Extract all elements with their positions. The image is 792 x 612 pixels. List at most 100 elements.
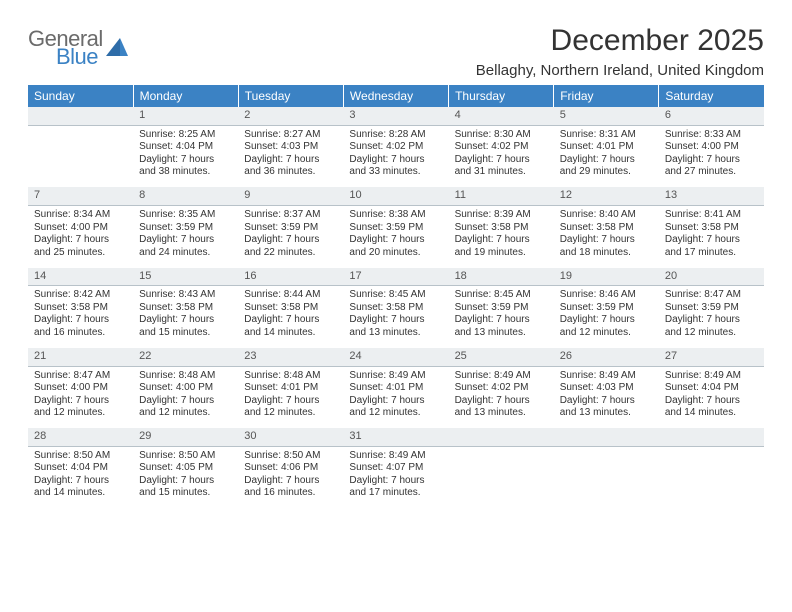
day-cell: Sunrise: 8:48 AMSunset: 4:01 PMDaylight:… bbox=[238, 366, 343, 428]
sunrise-text: Sunrise: 8:50 AM bbox=[139, 450, 232, 463]
day-cell: Sunrise: 8:50 AMSunset: 4:05 PMDaylight:… bbox=[133, 446, 238, 508]
day-cell: Sunrise: 8:43 AMSunset: 3:58 PMDaylight:… bbox=[133, 286, 238, 348]
day-number: 27 bbox=[659, 348, 764, 366]
daylight-text: Daylight: 7 hours and 12 minutes. bbox=[139, 395, 232, 420]
weekday-header: Tuesday bbox=[238, 85, 343, 107]
day-content-row: Sunrise: 8:47 AMSunset: 4:00 PMDaylight:… bbox=[28, 366, 764, 428]
sunrise-text: Sunrise: 8:30 AM bbox=[455, 129, 548, 142]
weekday-header: Sunday bbox=[28, 85, 133, 107]
sunset-text: Sunset: 4:00 PM bbox=[139, 382, 232, 395]
sunset-text: Sunset: 4:03 PM bbox=[560, 382, 653, 395]
sunset-text: Sunset: 4:02 PM bbox=[455, 141, 548, 154]
day-cell: Sunrise: 8:49 AMSunset: 4:03 PMDaylight:… bbox=[554, 366, 659, 428]
day-cell bbox=[659, 446, 764, 508]
sunrise-text: Sunrise: 8:25 AM bbox=[139, 129, 232, 142]
day-number: 16 bbox=[238, 268, 343, 286]
day-number: 18 bbox=[449, 268, 554, 286]
calendar-page: General Blue December 2025 Bellaghy, Nor… bbox=[0, 0, 792, 528]
weekday-header: Friday bbox=[554, 85, 659, 107]
day-cell: Sunrise: 8:44 AMSunset: 3:58 PMDaylight:… bbox=[238, 286, 343, 348]
sunrise-text: Sunrise: 8:35 AM bbox=[139, 209, 232, 222]
sunrise-text: Sunrise: 8:47 AM bbox=[34, 370, 127, 383]
weekday-header-row: Sunday Monday Tuesday Wednesday Thursday… bbox=[28, 85, 764, 107]
sunset-text: Sunset: 4:02 PM bbox=[455, 382, 548, 395]
sunset-text: Sunset: 4:05 PM bbox=[139, 462, 232, 475]
day-number: 28 bbox=[28, 428, 133, 446]
daylight-text: Daylight: 7 hours and 12 minutes. bbox=[560, 314, 653, 339]
daylight-text: Daylight: 7 hours and 18 minutes. bbox=[560, 234, 653, 259]
title-block: December 2025 Bellaghy, Northern Ireland… bbox=[476, 24, 764, 79]
weekday-header: Monday bbox=[133, 85, 238, 107]
sunset-text: Sunset: 4:01 PM bbox=[349, 382, 442, 395]
sunrise-text: Sunrise: 8:46 AM bbox=[560, 289, 653, 302]
daylight-text: Daylight: 7 hours and 13 minutes. bbox=[349, 314, 442, 339]
day-number-row: 28293031 bbox=[28, 428, 764, 446]
day-number: 31 bbox=[343, 428, 448, 446]
day-number bbox=[449, 428, 554, 446]
day-number: 17 bbox=[343, 268, 448, 286]
day-number: 22 bbox=[133, 348, 238, 366]
calendar-table: Sunday Monday Tuesday Wednesday Thursday… bbox=[28, 85, 764, 508]
sunset-text: Sunset: 4:00 PM bbox=[34, 382, 127, 395]
day-content-row: Sunrise: 8:25 AMSunset: 4:04 PMDaylight:… bbox=[28, 125, 764, 187]
day-cell: Sunrise: 8:50 AMSunset: 4:06 PMDaylight:… bbox=[238, 446, 343, 508]
sunset-text: Sunset: 3:58 PM bbox=[244, 302, 337, 315]
sunrise-text: Sunrise: 8:44 AM bbox=[244, 289, 337, 302]
day-cell: Sunrise: 8:25 AMSunset: 4:04 PMDaylight:… bbox=[133, 125, 238, 187]
day-cell: Sunrise: 8:49 AMSunset: 4:02 PMDaylight:… bbox=[449, 366, 554, 428]
sunrise-text: Sunrise: 8:47 AM bbox=[665, 289, 758, 302]
daylight-text: Daylight: 7 hours and 22 minutes. bbox=[244, 234, 337, 259]
day-cell: Sunrise: 8:46 AMSunset: 3:59 PMDaylight:… bbox=[554, 286, 659, 348]
day-number: 26 bbox=[554, 348, 659, 366]
day-cell: Sunrise: 8:33 AMSunset: 4:00 PMDaylight:… bbox=[659, 125, 764, 187]
header: General Blue December 2025 Bellaghy, Nor… bbox=[28, 24, 764, 79]
sunset-text: Sunset: 3:58 PM bbox=[665, 222, 758, 235]
sunrise-text: Sunrise: 8:39 AM bbox=[455, 209, 548, 222]
day-number: 29 bbox=[133, 428, 238, 446]
daylight-text: Daylight: 7 hours and 14 minutes. bbox=[665, 395, 758, 420]
daylight-text: Daylight: 7 hours and 27 minutes. bbox=[665, 154, 758, 179]
sunrise-text: Sunrise: 8:48 AM bbox=[244, 370, 337, 383]
day-number: 9 bbox=[238, 187, 343, 205]
sunrise-text: Sunrise: 8:41 AM bbox=[665, 209, 758, 222]
day-number: 3 bbox=[343, 107, 448, 125]
day-cell: Sunrise: 8:45 AMSunset: 3:59 PMDaylight:… bbox=[449, 286, 554, 348]
day-number: 1 bbox=[133, 107, 238, 125]
daylight-text: Daylight: 7 hours and 38 minutes. bbox=[139, 154, 232, 179]
day-cell: Sunrise: 8:40 AMSunset: 3:58 PMDaylight:… bbox=[554, 206, 659, 268]
day-content-row: Sunrise: 8:50 AMSunset: 4:04 PMDaylight:… bbox=[28, 446, 764, 508]
day-number: 21 bbox=[28, 348, 133, 366]
sunset-text: Sunset: 3:59 PM bbox=[665, 302, 758, 315]
day-cell: Sunrise: 8:37 AMSunset: 3:59 PMDaylight:… bbox=[238, 206, 343, 268]
day-cell: Sunrise: 8:35 AMSunset: 3:59 PMDaylight:… bbox=[133, 206, 238, 268]
sunset-text: Sunset: 3:59 PM bbox=[139, 222, 232, 235]
day-cell bbox=[28, 125, 133, 187]
day-number: 2 bbox=[238, 107, 343, 125]
sunset-text: Sunset: 4:04 PM bbox=[139, 141, 232, 154]
sunrise-text: Sunrise: 8:50 AM bbox=[34, 450, 127, 463]
brand-blue: Blue bbox=[56, 46, 103, 68]
sunset-text: Sunset: 3:59 PM bbox=[244, 222, 337, 235]
day-number: 7 bbox=[28, 187, 133, 205]
day-cell bbox=[554, 446, 659, 508]
day-number: 14 bbox=[28, 268, 133, 286]
daylight-text: Daylight: 7 hours and 20 minutes. bbox=[349, 234, 442, 259]
sunset-text: Sunset: 4:04 PM bbox=[34, 462, 127, 475]
daylight-text: Daylight: 7 hours and 12 minutes. bbox=[665, 314, 758, 339]
day-cell: Sunrise: 8:28 AMSunset: 4:02 PMDaylight:… bbox=[343, 125, 448, 187]
daylight-text: Daylight: 7 hours and 15 minutes. bbox=[139, 475, 232, 500]
sunrise-text: Sunrise: 8:31 AM bbox=[560, 129, 653, 142]
daylight-text: Daylight: 7 hours and 31 minutes. bbox=[455, 154, 548, 179]
sunset-text: Sunset: 4:00 PM bbox=[34, 222, 127, 235]
day-cell: Sunrise: 8:41 AMSunset: 3:58 PMDaylight:… bbox=[659, 206, 764, 268]
daylight-text: Daylight: 7 hours and 14 minutes. bbox=[244, 314, 337, 339]
day-number bbox=[28, 107, 133, 125]
brand-logo: General Blue bbox=[28, 24, 128, 68]
day-cell: Sunrise: 8:48 AMSunset: 4:00 PMDaylight:… bbox=[133, 366, 238, 428]
weekday-header: Saturday bbox=[659, 85, 764, 107]
day-cell: Sunrise: 8:47 AMSunset: 3:59 PMDaylight:… bbox=[659, 286, 764, 348]
day-number: 23 bbox=[238, 348, 343, 366]
sunset-text: Sunset: 4:03 PM bbox=[244, 141, 337, 154]
day-cell bbox=[449, 446, 554, 508]
sunset-text: Sunset: 3:58 PM bbox=[349, 302, 442, 315]
